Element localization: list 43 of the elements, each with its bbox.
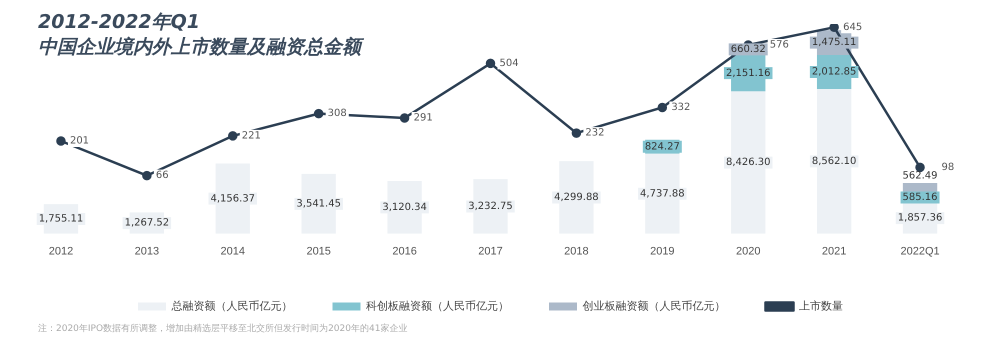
x-tick-label: 2015 — [306, 245, 331, 258]
data-label: 585.16 — [902, 192, 938, 204]
data-label: 221 — [242, 130, 261, 142]
x-tick-label: 2017 — [478, 245, 503, 258]
data-label: 3,120.34 — [382, 202, 427, 214]
data-label: 3,541.45 — [296, 198, 341, 210]
data-label: 1,755.11 — [38, 214, 84, 225]
data-label: 562.49 — [902, 170, 938, 182]
data-label: 4,156.37 — [210, 193, 256, 204]
data-label: 332 — [671, 102, 690, 114]
data-label: 4,737.88 — [640, 188, 685, 200]
data-label: 8,426.30 — [726, 157, 770, 168]
data-label: 98 — [942, 162, 954, 173]
legend-label: 创业板融资额（人民币亿元） — [582, 300, 726, 313]
data-label: 66 — [156, 170, 169, 182]
x-tick-label: 2016 — [392, 245, 417, 258]
data-label: 4,299.88 — [554, 192, 599, 204]
x-tick-label: 2012 — [48, 245, 74, 258]
data-label: 8,562.10 — [812, 156, 856, 168]
data-label: 1,475.11 — [812, 37, 856, 48]
data-label: 1,857.36 — [898, 212, 942, 224]
data-label: 232 — [585, 128, 605, 139]
x-tick-label: 2022Q1 — [900, 245, 940, 258]
legend-label: 上市数量 — [799, 300, 843, 313]
text: 注：2020年IPO数据有所调整，增加由精选层平移至北交所但发行时间为2020年的41家企业 — [38, 322, 408, 335]
legend-label: 科创板融资额（人民币亿元） — [366, 300, 509, 313]
x-tick-label: 2019 — [650, 245, 675, 258]
data-label: 504 — [500, 58, 519, 70]
data-label: 645 — [843, 22, 862, 33]
x-tick-label: 2013 — [134, 245, 160, 258]
data-label: 3,232.75 — [468, 201, 513, 212]
x-tick-label: 2014 — [220, 245, 246, 258]
x-tick-label: 2018 — [564, 245, 589, 258]
x-tick-label: 2020 — [736, 245, 760, 258]
legend-label: 总融资额（人民币亿元） — [170, 300, 292, 313]
data-label: 2,151.16 — [726, 68, 770, 79]
data-label: 660.32 — [730, 44, 766, 56]
data-label: 576 — [770, 40, 789, 51]
data-label: 2,012.85 — [812, 66, 856, 78]
data-label: 308 — [328, 108, 347, 120]
data-label: 291 — [414, 112, 433, 124]
data-label: 201 — [70, 136, 90, 147]
x-tick-label: 2021 — [822, 245, 846, 258]
